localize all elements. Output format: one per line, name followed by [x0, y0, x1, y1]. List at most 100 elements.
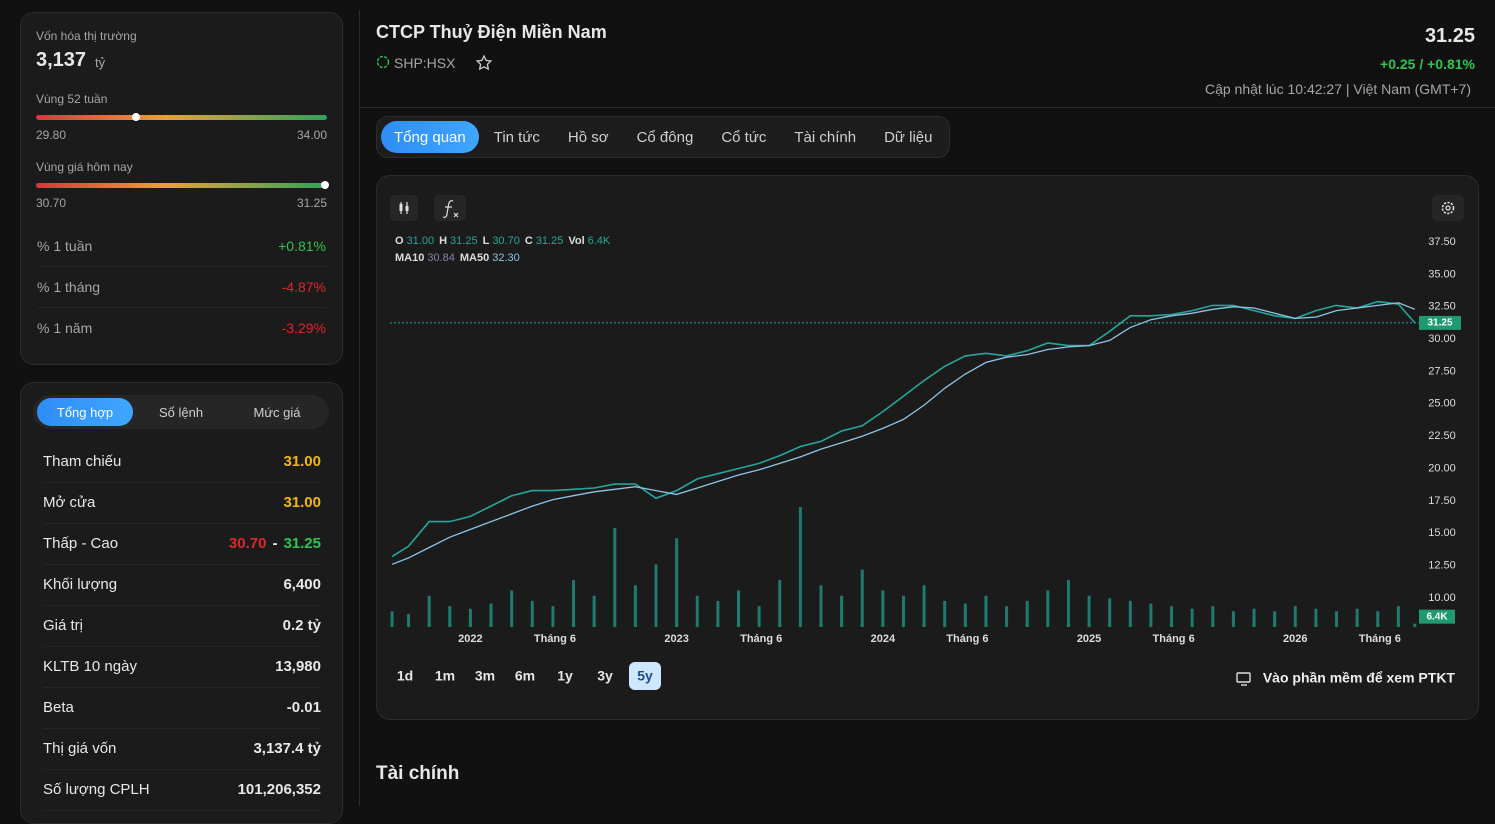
volume-bar — [736, 590, 740, 627]
legend-key: C — [525, 235, 533, 247]
value: 31.00 — [283, 453, 321, 470]
y-tick-label: 10.00 — [1428, 592, 1456, 604]
summary-tab[interactable]: Tổng hợp — [37, 398, 133, 426]
volume-bar — [819, 585, 823, 627]
icon — [1445, 205, 1451, 211]
summary-tab[interactable]: Mức giá — [253, 404, 301, 420]
summary-row: Khối lượng 6,400 — [43, 564, 321, 606]
indicator-button[interactable] — [434, 195, 466, 221]
label: KLTB 10 ngày — [43, 658, 137, 675]
summary-row: Thị giá vốn 3,137.4 tỷ — [43, 728, 321, 770]
legend-key: MA10 — [395, 252, 424, 264]
volume-bar — [778, 580, 782, 627]
summary-row: Số lượng CPLH 101,206,352 — [43, 769, 321, 811]
value: +0.81% — [278, 238, 326, 254]
price: 31.25 — [1424, 25, 1475, 47]
volume-label: 6.4K — [1426, 611, 1448, 622]
x-tick-label: 2023 — [664, 633, 688, 645]
volume-bar — [1190, 608, 1194, 627]
timeframe-button[interactable]: 1m — [435, 668, 455, 684]
volume-bar — [695, 595, 699, 627]
nav-tab[interactable]: Cổ tức — [721, 128, 767, 146]
label: Giá trị — [43, 617, 84, 634]
volume-bar — [1335, 611, 1339, 627]
pt-link[interactable]: Vào phần mềm để xem PTKT — [1263, 670, 1456, 686]
label: Tham chiếu — [43, 453, 122, 470]
body: Vốn hóa thị trường 3,137 tỷ Vùng 52 tuần… — [20, 10, 1495, 824]
timeframe-button[interactable]: 3m — [475, 668, 495, 684]
label: % 1 tháng — [37, 279, 101, 295]
timeframe-button[interactable]: 1d — [397, 668, 413, 684]
value: -0.01 — [286, 699, 321, 716]
label: Vốn hóa thị trường — [36, 29, 137, 43]
legend-value: 6.4K — [588, 235, 611, 247]
volume-bar — [613, 527, 617, 627]
low: 30.70 — [36, 196, 67, 210]
value: 6,400 — [283, 576, 321, 593]
x-tick-label: 2025 — [1077, 633, 1101, 645]
y-tick-label: 35.00 — [1428, 268, 1456, 280]
volume-bar — [922, 585, 926, 627]
candle-button[interactable] — [390, 195, 418, 221]
volume-bar — [448, 606, 452, 627]
legend-key: H — [439, 235, 447, 247]
summary-row: Mở cửa 31.00 — [43, 482, 321, 524]
label: Mở cửa — [43, 494, 96, 511]
nav-tab[interactable]: Tài chính — [794, 128, 857, 146]
volume-bar — [390, 611, 394, 627]
timeframe-button[interactable]: 3y — [597, 668, 613, 684]
nav-tab[interactable]: Dữ liệu — [884, 128, 933, 146]
y-tick-label: 25.00 — [1428, 398, 1456, 410]
timeframe-button[interactable]: 6m — [515, 668, 535, 684]
value: -3.29% — [281, 320, 326, 336]
volume-badge — [1419, 609, 1455, 624]
nav-tab[interactable]: Tin tức — [493, 128, 540, 146]
label: Vùng 52 tuần — [36, 92, 108, 106]
volume-bar — [1314, 608, 1318, 627]
timeframe-button[interactable]: 5y — [637, 668, 653, 684]
y-tick-label: 20.00 — [1428, 462, 1456, 474]
legend-value: 31.00 — [407, 235, 435, 247]
y-tick-label: 15.00 — [1428, 527, 1456, 539]
volume-bar — [1396, 606, 1400, 627]
volume-bar — [1108, 598, 1112, 627]
favorite-button[interactable] — [475, 54, 493, 72]
x-tick-label: 2024 — [871, 633, 896, 645]
volume-bar — [551, 606, 555, 627]
nav-tab[interactable]: Tổng quan — [381, 121, 479, 153]
low: 30.70 — [228, 535, 267, 552]
perf-row: % 1 năm -3.29% — [37, 308, 326, 348]
volume-bar — [881, 590, 885, 627]
value: 0.2 tỷ — [282, 617, 321, 634]
summary-card: Tổng hợp Sổ lệnh Mức giá Tham chiếu 31.00 Mở… — [20, 382, 343, 824]
summary-tab[interactable]: Sổ lệnh — [158, 404, 204, 420]
volume-bar — [716, 600, 720, 627]
volume-bar — [1005, 606, 1009, 627]
legend-key: MA50 — [460, 252, 489, 264]
timeframe-button[interactable]: 1y — [557, 668, 573, 684]
icon — [405, 206, 409, 211]
high: 31.25 — [283, 535, 321, 552]
x-tick-label: Tháng 6 — [946, 633, 988, 645]
legend-value: 31.25 — [450, 235, 478, 247]
summary-row: KLTB 10 ngày 13,980 — [43, 646, 321, 688]
label: Vùng giá hôm nay — [36, 160, 133, 174]
divider — [359, 10, 360, 806]
nav-tab[interactable]: Cổ đông — [636, 128, 694, 146]
settings-button[interactable] — [1432, 195, 1464, 221]
volume-bar — [963, 603, 967, 627]
volume-bar — [633, 585, 637, 627]
legend-value: 30.70 — [492, 235, 520, 247]
nav-tab[interactable]: Hồ sơ — [567, 128, 609, 146]
x-tick-label: Tháng 6 — [740, 633, 782, 645]
legend-value: 30.84 — [427, 252, 455, 264]
volume-bar — [427, 595, 431, 627]
perf-row: % 1 tháng -4.87% — [37, 267, 326, 308]
range-bar — [36, 181, 329, 189]
stock-title: CTCP Thuỷ Điện Miền Nam — [376, 22, 607, 42]
x-tick-label: Tháng 6 — [1359, 633, 1401, 645]
market-cap: 3,137 — [36, 49, 87, 71]
high: 34.00 — [296, 128, 327, 142]
x-tick-label: 2026 — [1283, 633, 1307, 645]
y-tick-label: 30.00 — [1428, 333, 1456, 345]
